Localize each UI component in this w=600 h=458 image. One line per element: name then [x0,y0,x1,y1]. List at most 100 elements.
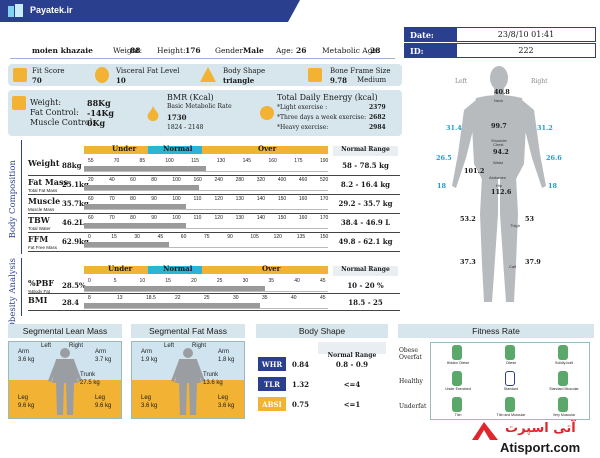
age-label: Age: [276,46,294,55]
energy-title: Total Daily Energy (kcal) [277,93,378,102]
fat-trunk-value: 13.6 kg [203,380,223,386]
comp-row-range: 49.8 - 62.1 kg [338,237,393,246]
lean-trunk-label: Trunk [80,372,96,378]
comp-row-tick: 70 [109,196,115,202]
watermark-latin: Atisport.com [500,440,581,455]
shape-row-name: TLR [258,377,286,391]
user-name: moien khazaie [32,46,93,55]
fitness-row-healthy: Healthy [399,378,423,385]
ob-row-tick: 35 [268,278,274,284]
bone-frame-value: 9.78 [330,76,348,85]
comp-row-tick: 0 [88,234,91,240]
ob-under-label: Under [108,264,133,273]
shape-row-range: <=4 [343,380,361,389]
fitness-cell-figure-icon [452,371,462,386]
fat-leg-right-label: Leg [218,395,229,401]
comp-row-value: 35.7kg [62,199,89,208]
ob-row-tick: 40 [291,295,297,301]
neck-label: Neck [494,98,504,103]
ob-row-tick: 5 [113,278,117,284]
comp-row-tick: 120 [214,215,223,221]
ob-row-tick: 15 [165,278,171,284]
ob-row-tick: 30 [242,278,249,284]
fitness-cell-label: Standard [503,387,519,391]
bone-frame-icon [308,68,322,82]
hip-label: Hip [496,183,503,188]
lean-arm-left-label: Arm [18,349,29,355]
date-label: Date: [405,28,457,41]
comp-normal-band [148,146,202,154]
ob-row-name: %PBF [28,278,55,288]
comp-row-tick: 30 [134,234,140,240]
gender-value: Male [243,46,264,55]
comp-row-value: 88kg [62,161,82,170]
ob-row-tick: 45 [320,295,326,301]
obesity-section-label: Obesity Analysis [8,258,18,330]
brand-bar [0,0,300,22]
composition-section-label: Body Composition [8,160,18,239]
ob-row-sub: %Body Fat [28,289,51,294]
age-value: 26 [296,46,307,55]
ob-row-separator [28,293,400,294]
brand-name: Payatek.ir [30,5,73,15]
fitness-cell-figure-icon [505,345,515,360]
comp-row-tick: 90 [151,215,157,221]
abdomen-label: Abdomen [489,175,507,180]
comp-row-tick: 150 [320,234,329,240]
id-box: ID: 222 [404,43,596,58]
comp-row-tick: 150 [277,196,287,202]
comp-row-separator [28,194,400,195]
fat-right-label: Right [192,343,207,349]
energy-icon [260,106,274,120]
energy-heavy-value: 2984 [369,124,386,131]
fat-leg-left-label: Leg [141,395,152,401]
fitness-title: Fitness Rate [398,324,594,338]
comp-row-tick: 20 [88,177,94,183]
comp-row-tick: 150 [277,215,287,221]
figure-left-label: Left [455,78,468,85]
fitness-cell-figure-icon [558,397,568,412]
shape-row-value: 0.75 [292,400,310,409]
comp-row-tick: 75 [204,234,210,240]
fitness-row-obese: Obese Overfat [399,347,422,361]
comp-row-tick: 100 [172,215,181,221]
comp-row-tick: 320 [256,177,266,183]
comp-row-tick: 460 [298,177,308,183]
lean-arm-left-value: 3.6 kg [18,357,35,363]
fitness-row-underfat: Underfat [399,403,427,410]
bone-frame-label: Bone Frame Size [330,67,391,75]
comp-row-tick: 175 [294,158,303,164]
comp-row-range: 38.4 - 46.9 L [340,218,391,227]
gender-label: Gender: [215,46,246,55]
comp-row-name: Muscle [28,196,61,206]
comp-row-tick: 15 [111,234,117,240]
muscle-control-value: 0Kg [87,118,106,128]
comp-row-tick: 100 [172,196,181,202]
comp-normal-range-header: Normal Range [333,146,398,156]
ob-row-tick: 8 [88,295,91,301]
fitness-cell-label: Under Exercised [445,387,471,391]
bmr-range: 1824 - 2148 [167,124,204,131]
comp-row-value: 46.2L [62,218,84,227]
comp-row-sub: Total Fat Mass [28,188,58,193]
ob-row-tick: 30 [233,295,239,301]
arm-right-value: 31.2 [537,124,553,132]
shape-row-range: <=1 [343,400,361,409]
comp-row-tick: 130 [235,215,244,221]
body-shape-icon [200,67,216,82]
comp-row-tick: 55 [88,158,94,164]
lean-leg-left-label: Leg [18,395,29,401]
muscle-control-label: Muscle Control: [30,118,95,127]
comp-row-baseline [84,190,328,191]
comp-row-tick: 60 [88,196,94,202]
bmr-subtitle: Basic Metabolic Rate [167,103,232,110]
shape-row-range: 0.8 - 0.9 [335,360,369,369]
comp-row-tick: 110 [193,215,202,221]
comp-row-separator [28,175,400,176]
comp-row-baseline [84,247,328,248]
ob-row-bar [84,286,265,291]
ob-row-tick: 25 [204,295,210,301]
lean-leg-right-value: 9.6 kg [95,403,112,409]
fitness-cell-label: Standard Muscular [549,387,579,391]
fitness-cell-label: Solidly-built [555,361,573,365]
